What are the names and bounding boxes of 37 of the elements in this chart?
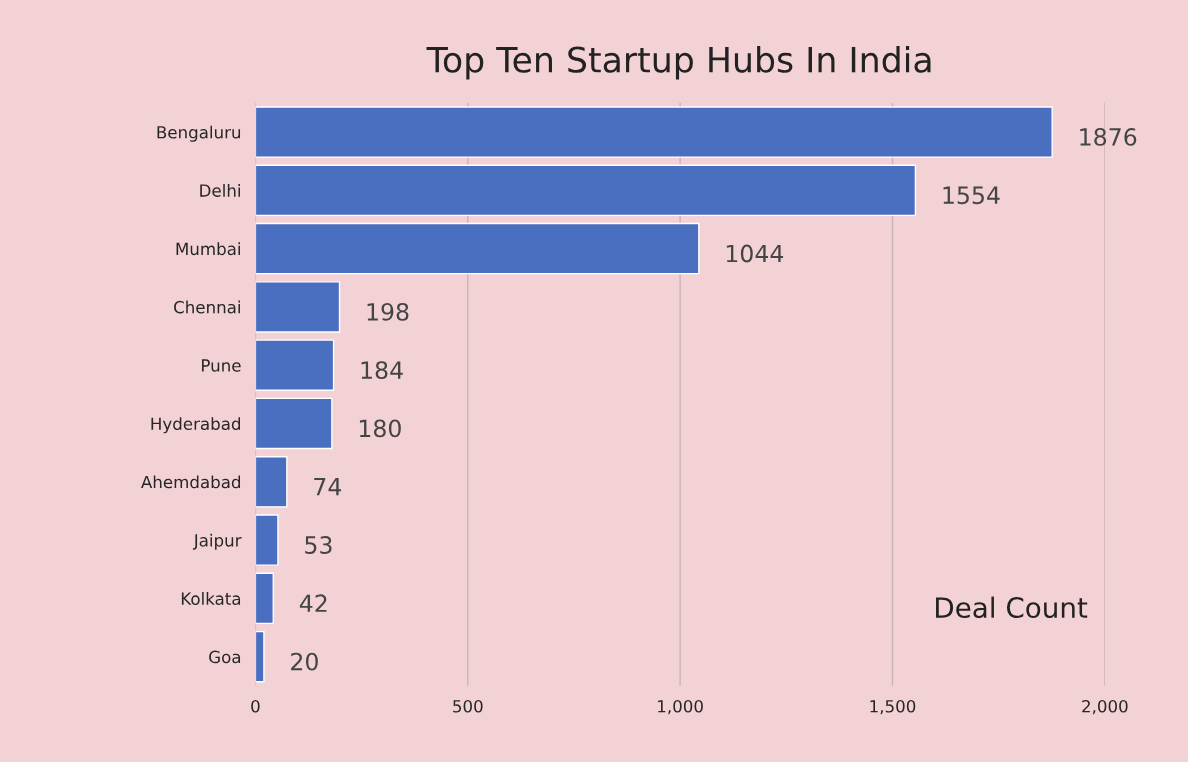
data-label: 53	[305, 536, 332, 554]
bar	[255, 106, 1053, 158]
chart-title: Top Ten Startup Hubs In India	[426, 45, 931, 80]
y-tick-label: Hyderabad	[151, 417, 241, 434]
data-label: 184	[361, 361, 403, 380]
x-tick-label: 1,500	[870, 699, 916, 715]
y-tick-label: Chennai	[174, 300, 240, 314]
bar	[255, 222, 700, 275]
data-label: 1876	[1080, 128, 1137, 146]
data-label: 1554	[943, 186, 1000, 205]
bar	[255, 456, 288, 508]
y-tick-label: Delhi	[200, 183, 240, 197]
x-tick-label: 0	[251, 699, 260, 713]
y-tick-label: Jaipur	[192, 533, 242, 550]
data-label: 74	[314, 478, 342, 496]
bar	[255, 339, 335, 391]
bar	[255, 164, 917, 217]
bar	[255, 514, 279, 566]
y-tick-label: Goa	[209, 650, 241, 664]
x-tick-label: 2,000	[1082, 699, 1128, 715]
x-tick-label: 500	[453, 699, 483, 713]
x-tick-label: 1,000	[658, 699, 703, 715]
data-label: 1044	[726, 244, 784, 263]
bar	[255, 281, 341, 333]
data-label: 180	[359, 419, 401, 438]
bar	[255, 572, 274, 625]
data-label: 42	[299, 594, 327, 612]
bar	[255, 397, 333, 450]
y-tick-label: Pune	[202, 359, 241, 372]
y-tick-label: Bengaluru	[157, 125, 241, 142]
y-tick-label: Mumbai	[176, 242, 240, 256]
y-tick-label: Kolkata	[181, 592, 241, 605]
data-label: 198	[367, 302, 409, 321]
data-label: 20	[291, 652, 318, 671]
bar	[255, 630, 265, 683]
y-tick-label: Ahemdabad	[141, 475, 241, 489]
annotation: Deal Count	[936, 596, 1088, 619]
